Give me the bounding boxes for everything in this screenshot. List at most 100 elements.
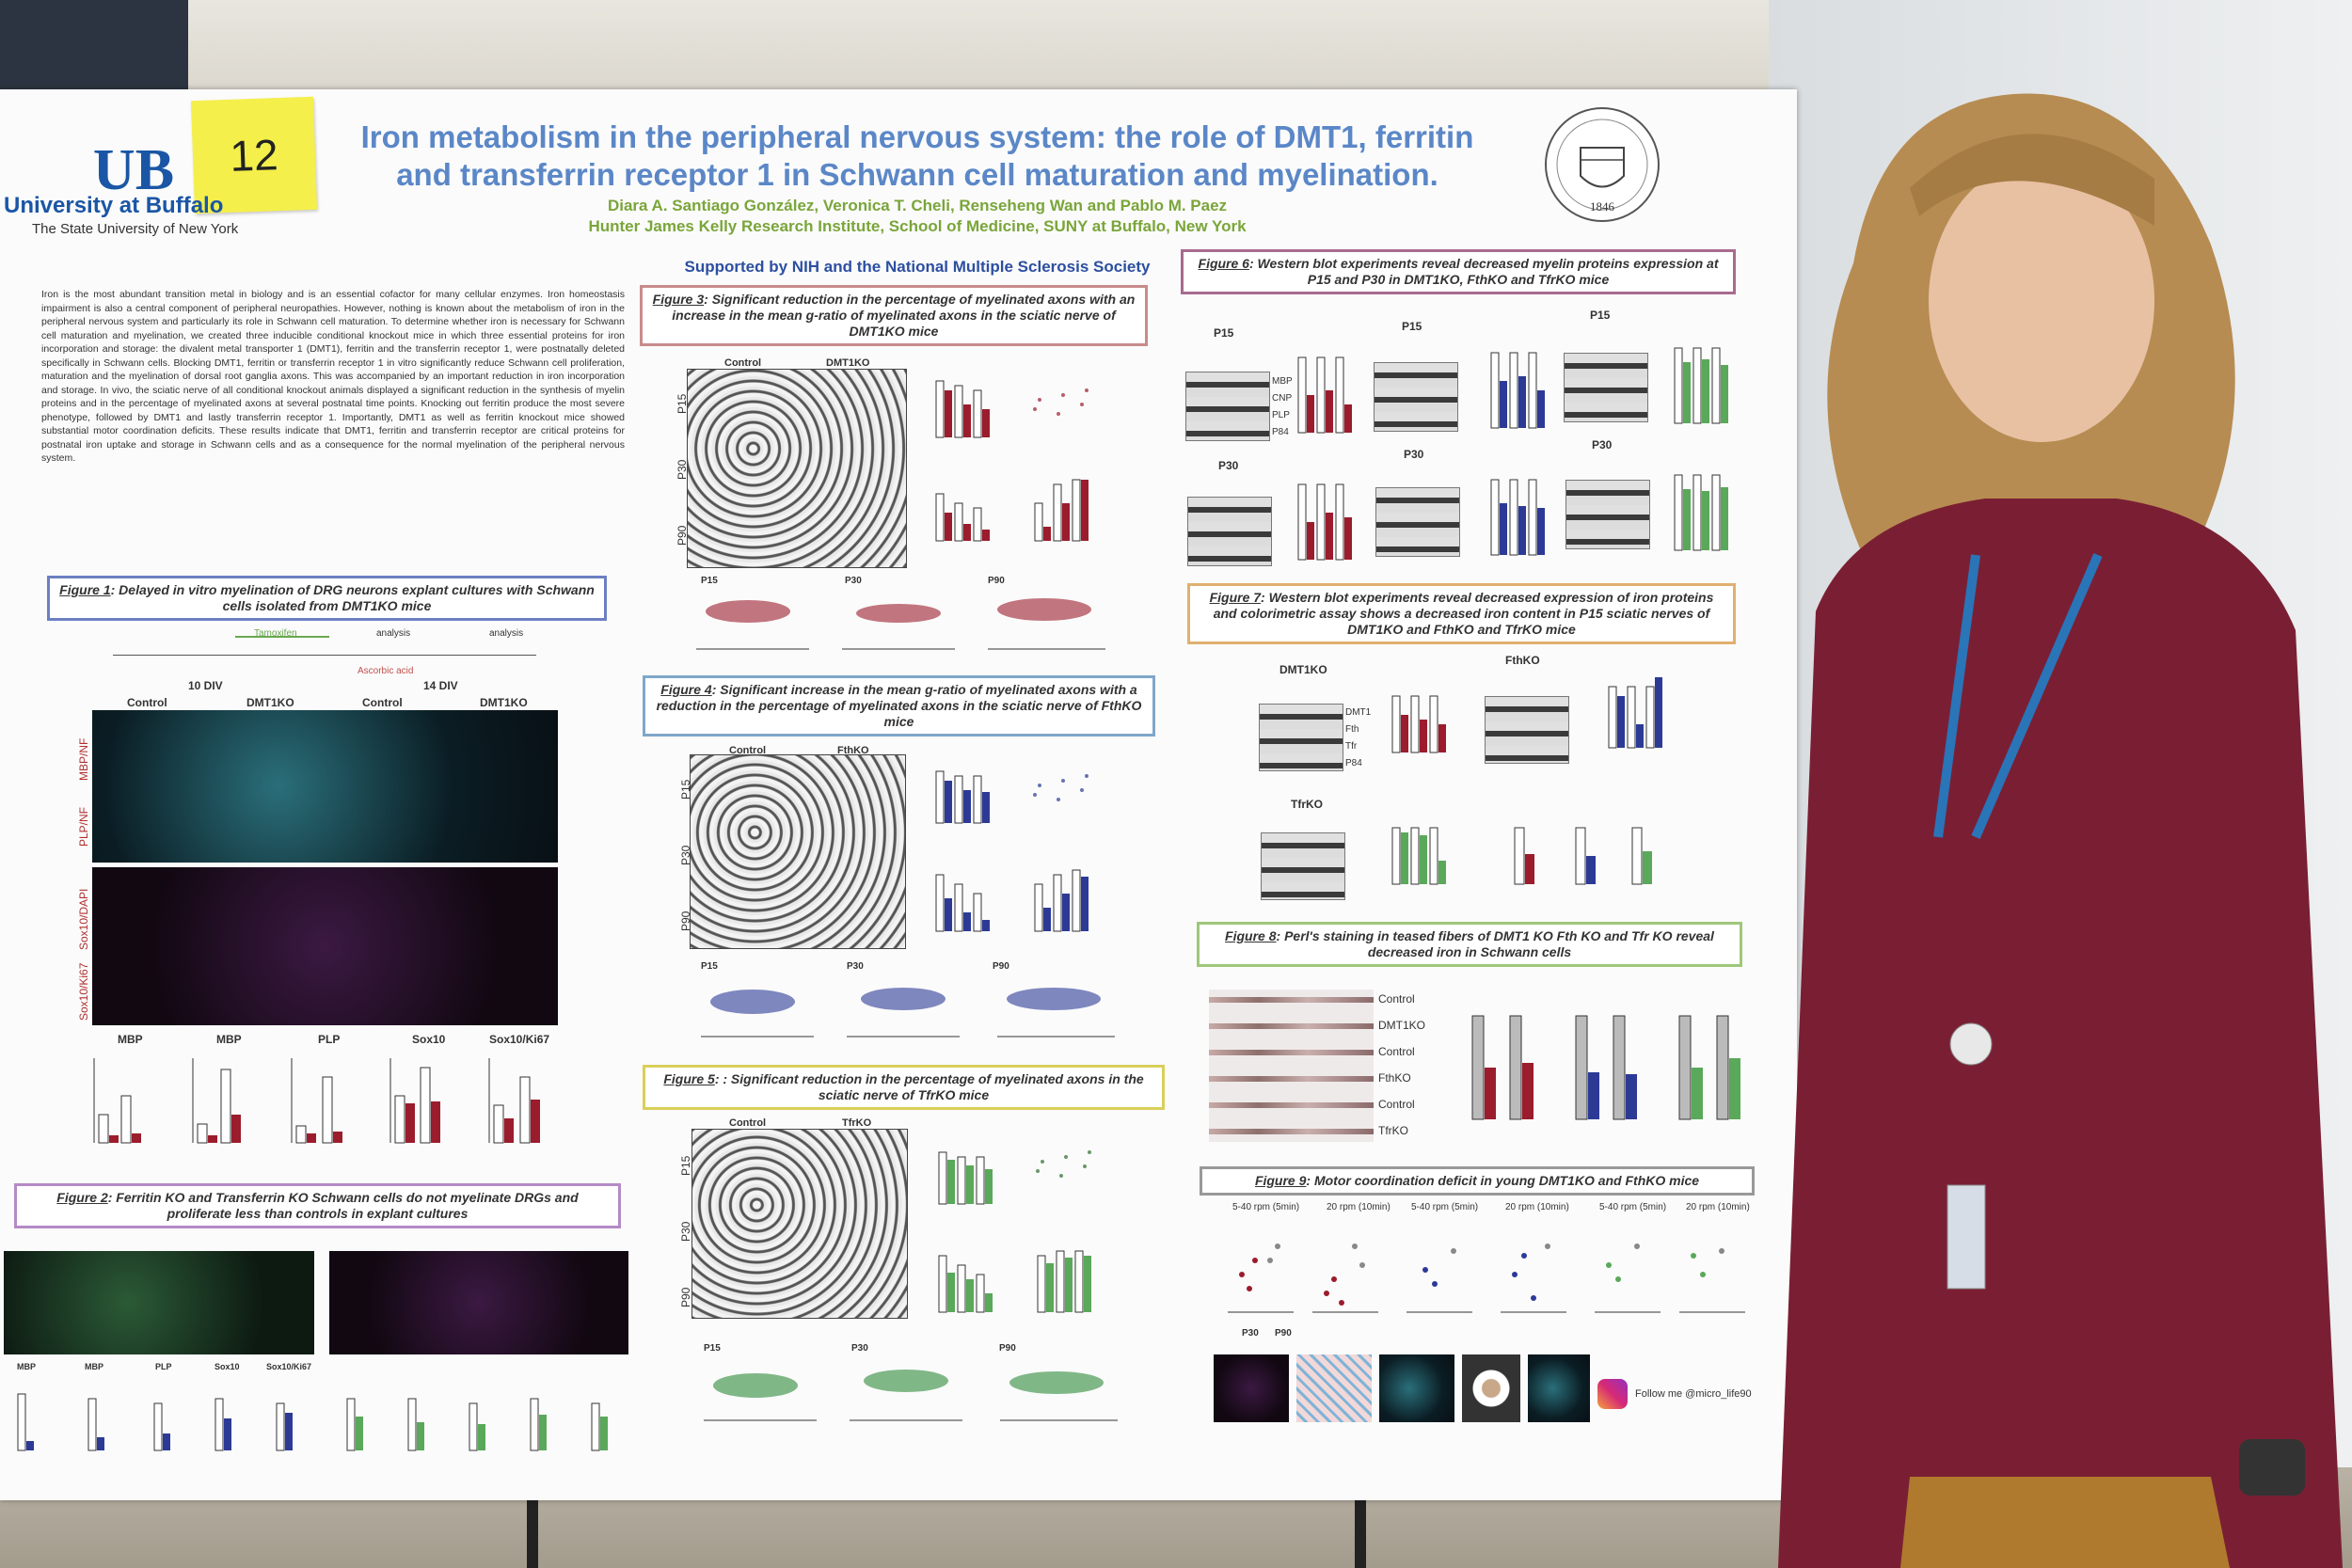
figure-6-western-blot <box>1185 372 1270 441</box>
figure-2-bar-charts <box>17 1393 608 1451</box>
figure-2-text: : Ferritin KO and Transferrin KO Schwann… <box>107 1190 579 1221</box>
poster-title-line1: Iron metabolism in the peripheral nervou… <box>360 119 1474 154</box>
figure-5-scatter-label: P90 <box>999 1343 1016 1354</box>
figure-3-number: Figure 3 <box>652 292 705 307</box>
figure-2-chart-label: PLP <box>155 1362 172 1371</box>
figure-3-text: : Significant reduction in the percentag… <box>672 292 1136 339</box>
poster-affiliation: Hunter James Kelly Research Institute, S… <box>588 217 1247 235</box>
figure-3-row-label: P15 <box>675 393 689 414</box>
figure-5-caption: Figure 5: : Significant reduction in the… <box>643 1065 1165 1110</box>
figure-4-em-grid <box>690 754 906 949</box>
figure-1-row-label: MBP/NF <box>77 737 90 781</box>
figure-3-caption: Figure 3: Significant reduction in the p… <box>640 285 1148 346</box>
figure-4-charts <box>935 770 1089 932</box>
figure-6-band-label: P84 <box>1272 427 1289 437</box>
figure-5-number: Figure 5 <box>663 1071 715 1086</box>
figure-7-band-label: Tfr <box>1345 741 1358 752</box>
figure-9-condition: 20 rpm (10min) <box>1327 1202 1391 1212</box>
figure-1-div-label: 10 DIV <box>188 679 223 692</box>
figure-2-chart-label: Sox10 <box>215 1362 240 1371</box>
figure-9-text: : Motor coordination deficit in young DM… <box>1306 1173 1700 1188</box>
figure-1-chart-label: Sox10/Ki67 <box>489 1033 550 1046</box>
figure-1-micrograph-grid <box>92 867 558 1025</box>
figure-5-em-grid <box>691 1129 908 1319</box>
figure-8-text: : Perl's staining in teased fibers of DM… <box>1276 928 1714 959</box>
figure-9-condition: 5-40 rpm (5min) <box>1599 1202 1667 1212</box>
figure-3-row-label: P30 <box>675 459 689 480</box>
timeline-analysis: analysis <box>489 628 524 639</box>
gallery-thumbnail <box>1296 1354 1372 1422</box>
figure-9-age-label: P30 <box>1242 1328 1259 1338</box>
figure-4-row-label: P30 <box>679 845 692 865</box>
figure-7-band-label: P84 <box>1345 758 1362 768</box>
figure-3-col-header: Control <box>724 357 762 369</box>
figure-4-col-header: FthKO <box>837 745 869 756</box>
instagram-icon <box>1597 1379 1628 1409</box>
figure-8-row-label: Control <box>1378 1045 1415 1058</box>
poster-title-line2: and transferrin receptor 1 in Schwann ce… <box>396 157 1438 192</box>
poster-abstract: Iron is the most abundant transition met… <box>41 289 625 464</box>
gallery-thumbnail <box>1214 1354 1289 1422</box>
figure-1-text: : Delayed in vitro myelination of DRG ne… <box>110 582 595 613</box>
poster-title: Iron metabolism in the peripheral nervou… <box>320 119 1515 194</box>
figure-7-western-blot <box>1261 832 1345 900</box>
poster-support: Supported by NIH and the National Multip… <box>684 258 1151 276</box>
figure-6-western-blot <box>1564 353 1648 422</box>
figure-9-dot-plots <box>1228 1243 1745 1313</box>
figure-5-row-label: P15 <box>679 1155 692 1176</box>
seal-year: 1846 <box>1590 199 1615 214</box>
figure-5-col-header: TfrKO <box>842 1117 872 1129</box>
figure-2-micrograph-grid <box>329 1251 628 1354</box>
poster-authors-block: Diara A. Santiago González, Veronica T. … <box>320 196 1515 237</box>
figure-7-western-blot <box>1485 696 1569 764</box>
figure-6-band-label: MBP <box>1272 376 1293 387</box>
figure-7-number: Figure 7 <box>1209 590 1262 605</box>
figure-1-row-label: PLP/NF <box>77 806 90 847</box>
figure-3-scatter-label: P90 <box>988 576 1005 586</box>
figure-6-band-label: PLP <box>1272 410 1290 420</box>
figure-1-col-header: Control <box>362 696 403 709</box>
figure-1-chart-label: PLP <box>318 1033 341 1046</box>
figure-1-chart-label: MBP <box>118 1033 143 1046</box>
figure-1-timeline: Tamoxifen analysis analysis Ascorbic aci… <box>113 628 536 681</box>
figure-9-condition: 20 rpm (10min) <box>1686 1202 1750 1212</box>
figure-6-age-label: P30 <box>1592 438 1613 451</box>
figure-6-age-label: P30 <box>1404 448 1424 461</box>
figure-4-caption: Figure 4: Significant increase in the me… <box>643 675 1155 736</box>
figure-6-western-blot <box>1187 497 1272 566</box>
figure-2-number: Figure 2 <box>56 1190 108 1205</box>
figure-1-caption: Figure 1: Delayed in vitro myelination o… <box>47 576 607 621</box>
presenter-person <box>1778 93 2343 1568</box>
figure-5-col-header: Control <box>729 1117 767 1129</box>
figure-6-number: Figure 6 <box>1198 256 1249 271</box>
gallery-thumbnail <box>1379 1354 1454 1422</box>
figure-3-scatter-label: P15 <box>701 576 718 586</box>
figure-4-row-label: P15 <box>679 779 692 800</box>
figure-6-western-blot <box>1375 487 1460 557</box>
figure-7-western-blot <box>1259 704 1343 771</box>
figure-8-caption: Figure 8: Perl's staining in teased fibe… <box>1197 922 1742 967</box>
figure-6-age-label: P15 <box>1214 326 1234 340</box>
figure-5-scatter-label: P30 <box>851 1343 868 1354</box>
figure-1-row-label: Sox10/DAPI <box>77 888 90 950</box>
figure-1-micrograph-grid <box>92 710 558 863</box>
figure-5-scatter-plots <box>704 1370 1118 1421</box>
figure-3-charts <box>935 380 1089 542</box>
figure-8-row-label: FthKO <box>1378 1071 1411 1085</box>
figure-2-micrograph-grid <box>4 1251 314 1354</box>
figure-7-caption: Figure 7: Western blot experiments revea… <box>1187 583 1736 644</box>
university-seal-icon: 1846 <box>1545 107 1660 222</box>
figure-1-col-header: DMT1KO <box>480 696 528 709</box>
figure-2-chart-label: MBP <box>17 1362 36 1371</box>
figure-2-chart-label: MBP <box>85 1362 103 1371</box>
figure-8-row-label: DMT1KO <box>1378 1019 1426 1032</box>
figure-5-charts <box>938 1150 1091 1313</box>
figure-6-caption: Figure 6: Western blot experiments revea… <box>1181 249 1736 294</box>
figure-6-western-blot <box>1374 362 1458 432</box>
figure-3-scatter-label: P30 <box>845 576 862 586</box>
instagram-handle: Follow me @micro_life90 <box>1635 1388 1752 1400</box>
figure-4-scatter-label: P15 <box>701 961 718 972</box>
timeline-ascorbic-acid: Ascorbic acid <box>358 666 414 676</box>
figure-1-div-label: 14 DIV <box>423 679 458 692</box>
figure-6-age-label: P15 <box>1590 309 1611 322</box>
